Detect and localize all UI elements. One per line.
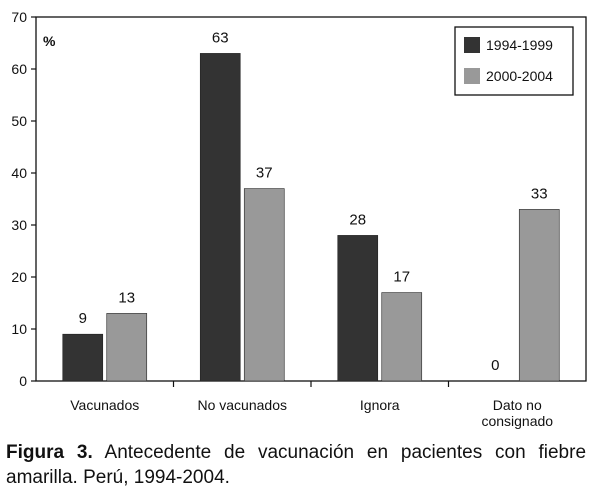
data-label: 0 [491, 357, 499, 374]
x-category-label: Dato no [493, 397, 542, 413]
bar-1994-1999 [62, 333, 104, 382]
x-axis: Vacunados No vacunados Ignora Dato noconsig… [70, 381, 553, 429]
data-label: 17 [393, 269, 410, 286]
x-category-label: Ignora [360, 397, 400, 413]
data-label: 9 [79, 310, 87, 327]
bar-2000-2004 [106, 313, 148, 382]
x-category-label: Vacunados [70, 397, 139, 413]
bar-1994-1999 [337, 235, 379, 382]
data-label: 13 [118, 289, 135, 306]
x-category-label: No vacunados [197, 397, 287, 413]
data-label: 63 [212, 29, 229, 46]
bar-2000-2004 [518, 209, 560, 382]
y-tick-label: 60 [11, 61, 27, 77]
y-axis-label: % [43, 33, 56, 49]
caption-text: Antecedente de vacunación en pacientes c… [6, 442, 587, 488]
bar-chart: % 0 10 20 30 40 50 60 70 Vacunados No vacunados I… [11, 9, 587, 429]
y-tick-label: 70 [11, 9, 27, 25]
x-category-label: consignado [481, 413, 553, 429]
bar-2000-2004 [243, 188, 285, 382]
data-label: 37 [256, 165, 273, 182]
legend-label-2000-2004: 2000-2004 [486, 68, 553, 84]
y-tick-label: 20 [11, 269, 27, 285]
bars: 9 63 28 0 13 37 17 33 [62, 29, 560, 382]
bar-2000-2004 [381, 292, 423, 382]
legend: 1994-1999 2000-2004 [454, 26, 574, 96]
data-label: 33 [531, 185, 548, 202]
y-tick-label: 0 [19, 373, 27, 389]
y-tick-label: 40 [11, 165, 27, 181]
legend-label-1994-1999: 1994-1999 [486, 37, 553, 53]
data-label: 28 [349, 211, 366, 228]
figure-caption: Figura 3. Antecedente de vacunación en p… [6, 440, 586, 490]
legend-swatch-2000-2004 [464, 68, 480, 84]
y-tick-label: 50 [11, 113, 27, 129]
y-tick-label: 10 [11, 321, 27, 337]
bar-1994-1999 [199, 53, 241, 382]
y-tick-label: 30 [11, 217, 27, 233]
caption-label: Figura 3. [6, 442, 93, 463]
legend-swatch-1994-1999 [464, 37, 480, 53]
y-axis: 0 10 20 30 40 50 60 70 [11, 9, 36, 389]
